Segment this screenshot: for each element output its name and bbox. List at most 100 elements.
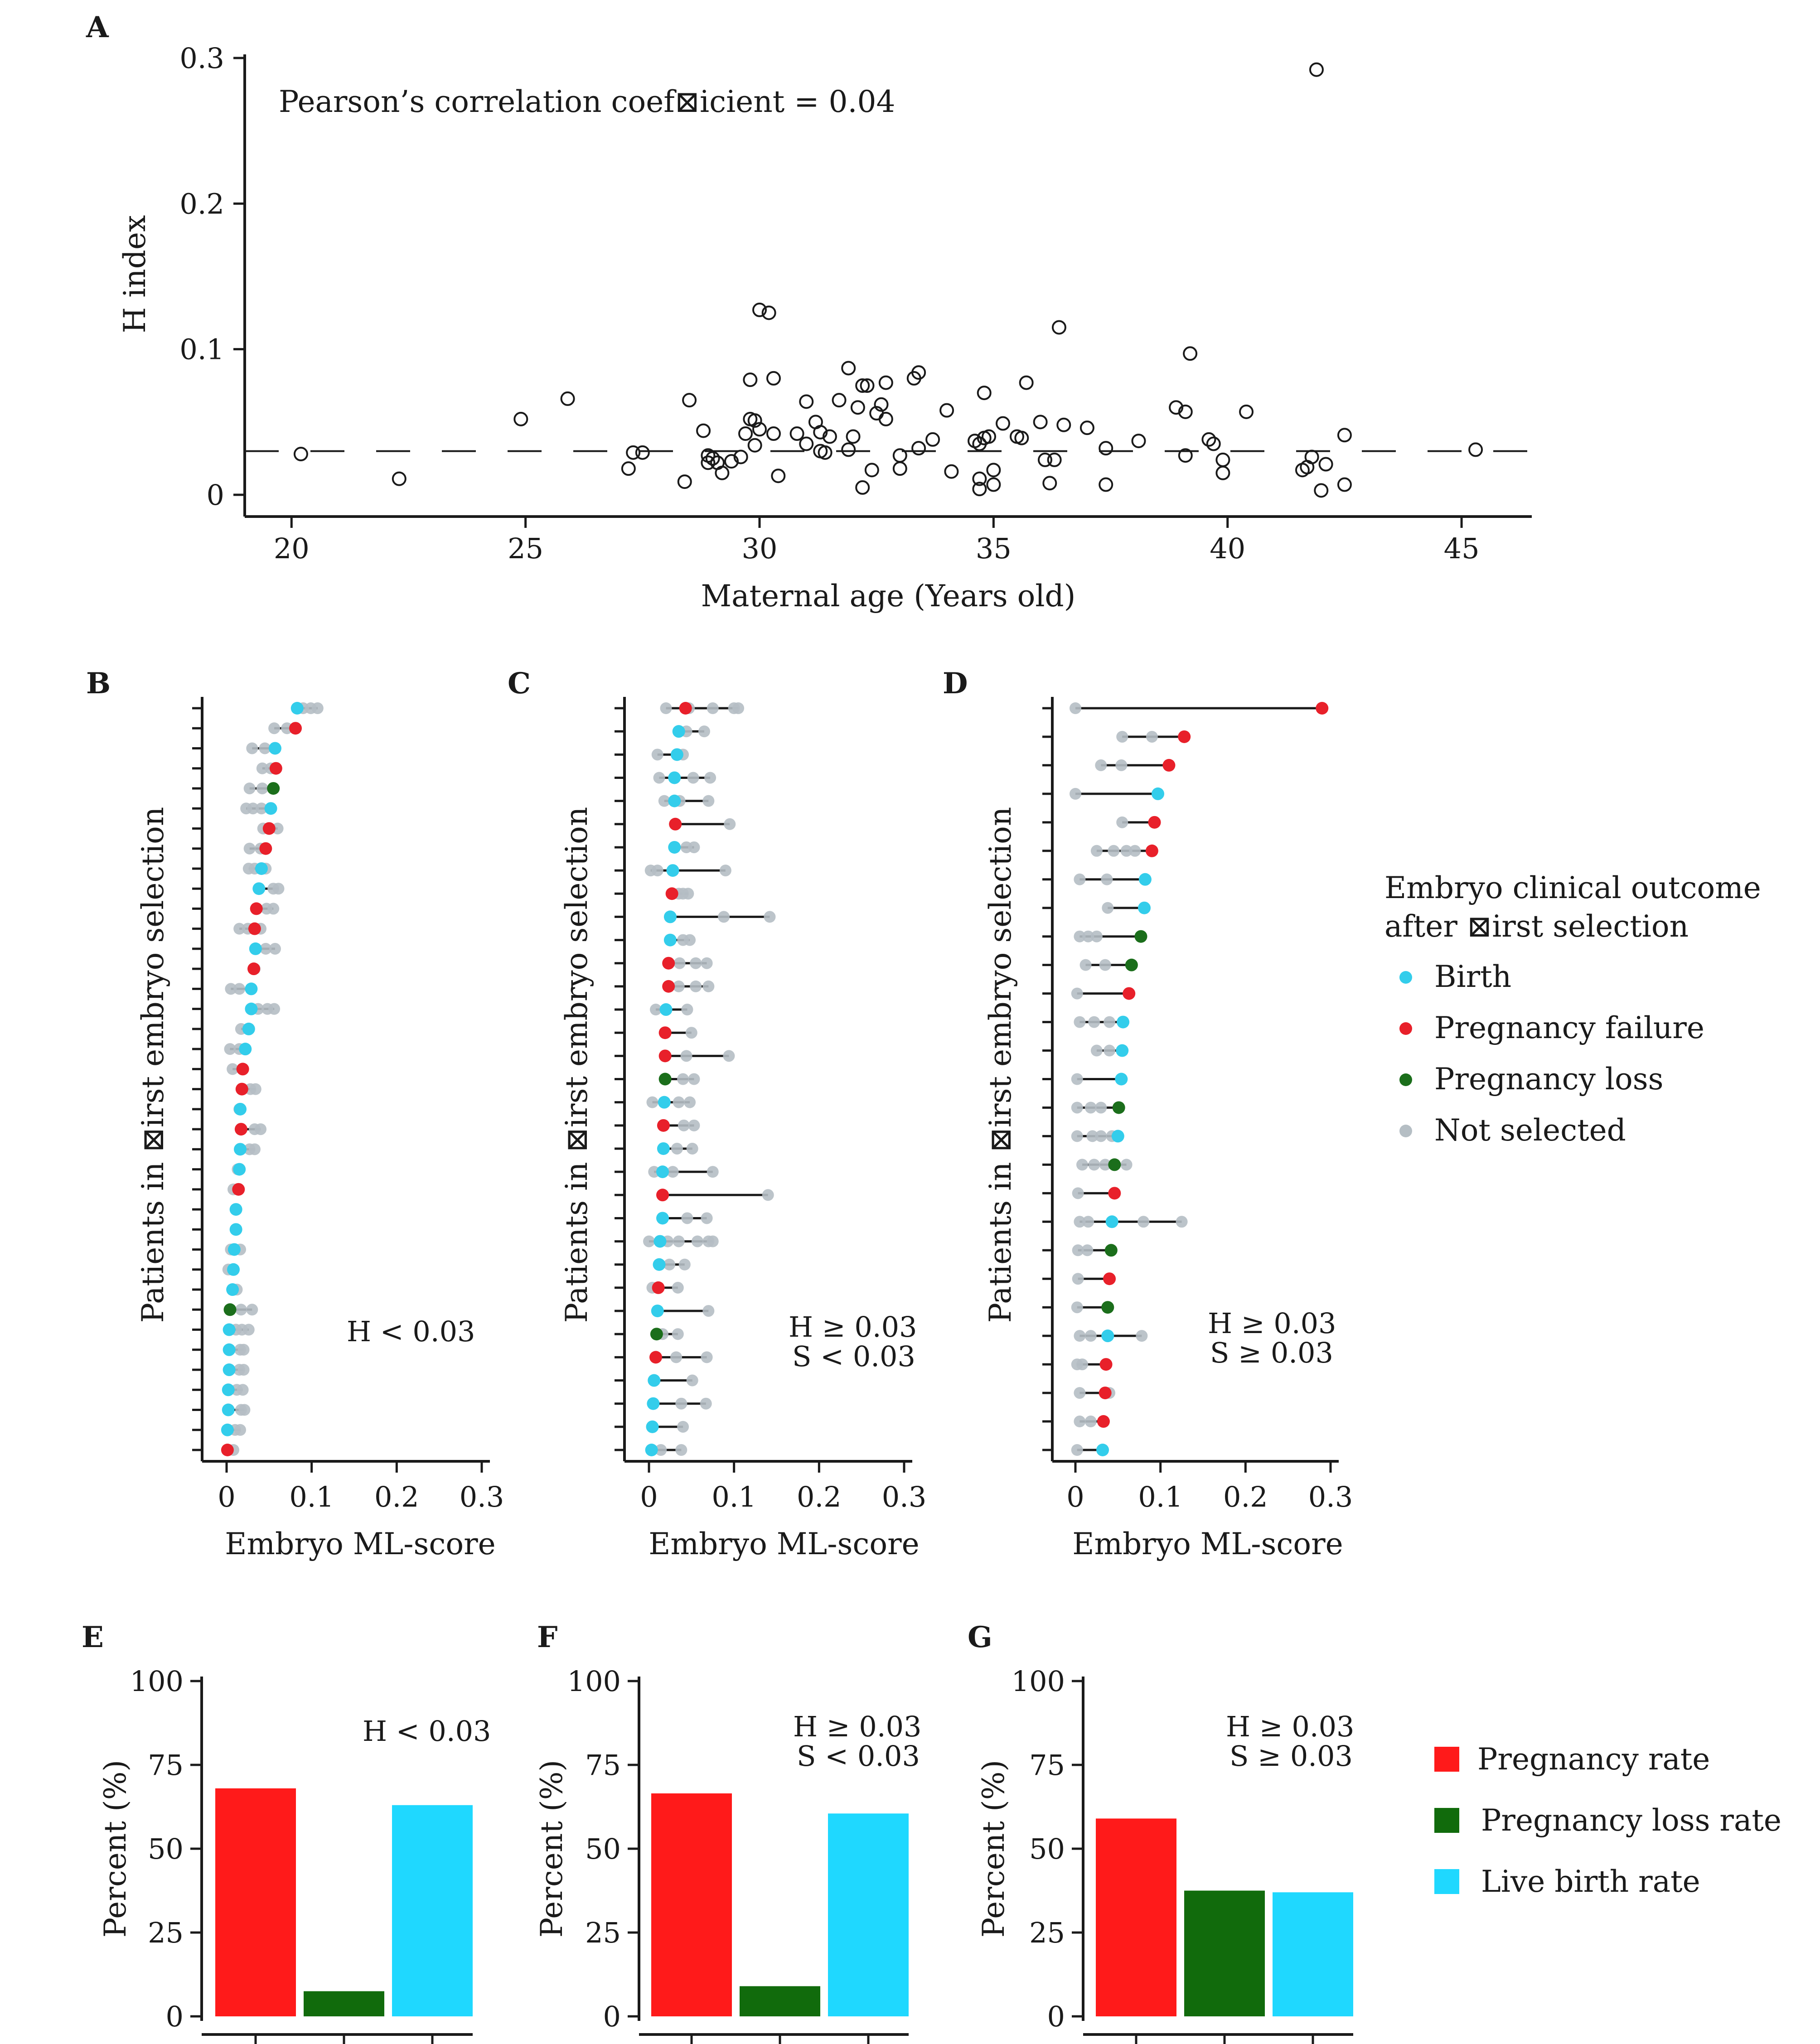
y-tick-label: 75 xyxy=(585,1749,621,1782)
embryo-not-selected-dot xyxy=(227,1063,239,1075)
embryo-not-selected-dot xyxy=(1071,1073,1083,1085)
embryo-not-selected-dot xyxy=(1070,702,1081,714)
embryo-not-selected-dot xyxy=(1071,1130,1083,1142)
embryo-selected-dot-failure xyxy=(657,1119,670,1132)
embryo-selected-dot-failure xyxy=(1145,844,1158,857)
panel-b-dot-range: B Patients in ⊠irst embryo selection Emb… xyxy=(86,667,504,1561)
embryo-selected-dot-loss xyxy=(1134,930,1147,943)
y-tick-label: 100 xyxy=(130,1665,184,1698)
x-tick-label: 20 xyxy=(274,532,310,565)
data-point xyxy=(986,477,1001,492)
legend-label-not-selected: Not selected xyxy=(1434,1113,1626,1148)
embryo-not-selected-dot xyxy=(675,1444,687,1456)
embryo-not-selected-dot xyxy=(311,702,324,714)
embryo-selected-dot-failure xyxy=(1099,1387,1112,1400)
data-point xyxy=(1033,415,1048,430)
embryo-not-selected-dot xyxy=(1082,930,1094,942)
embryo-not-selected-dot xyxy=(249,1083,261,1095)
embryo-selected-dot-loss xyxy=(1101,1301,1114,1314)
embryo-not-selected-dot xyxy=(684,934,696,946)
panel-a-y-label: H index xyxy=(117,215,152,333)
data-point xyxy=(1215,452,1230,467)
data-point xyxy=(1314,483,1329,498)
x-tick-label: 0 xyxy=(640,1480,658,1513)
embryo-not-selected-dot xyxy=(237,1364,250,1376)
data-point xyxy=(1019,375,1034,390)
panel-a-x-label: Maternal age (Years old) xyxy=(701,579,1076,614)
y-tick-label: 0 xyxy=(166,2000,184,2033)
embryo-not-selected-dot xyxy=(1095,759,1107,771)
embryo-not-selected-dot xyxy=(1074,1216,1086,1228)
embryo-selected-dot-birth xyxy=(645,1444,658,1456)
embryo-selected-dot-failure xyxy=(289,722,302,735)
legend-label-failure: Pregnancy failure xyxy=(1434,1010,1704,1045)
embryo-selected-dot-birth xyxy=(1152,787,1165,800)
y-tick-label: 75 xyxy=(1029,1749,1065,1782)
embryo-selected-dot-failure xyxy=(250,902,263,915)
data-point xyxy=(682,393,697,408)
embryo-not-selected-dot xyxy=(681,1004,693,1016)
embryo-not-selected-dot xyxy=(1104,1016,1116,1028)
embryo-not-selected-dot xyxy=(1101,873,1113,885)
embryo-not-selected-dot xyxy=(672,1281,684,1294)
data-point xyxy=(855,480,870,495)
embryo-selected-dot-birth xyxy=(672,725,685,738)
embryo-not-selected-dot xyxy=(1138,1216,1150,1228)
y-tick-label: 100 xyxy=(1012,1665,1065,1698)
embryo-selected-dot-failure xyxy=(1099,1358,1113,1371)
data-point xyxy=(939,403,954,418)
embryo-not-selected-dot xyxy=(673,1235,685,1247)
embryo-not-selected-dot xyxy=(1084,1330,1097,1342)
embryo-not-selected-dot xyxy=(1070,788,1081,800)
legend-swatch-live-birth-rate xyxy=(1434,1869,1459,1894)
x-tick-label: 35 xyxy=(976,532,1012,565)
embryo-selected-dot-birth xyxy=(255,862,268,875)
embryo-selected-dot-failure xyxy=(662,957,675,970)
data-point xyxy=(1201,432,1216,447)
data-point xyxy=(972,471,987,486)
embryo-selected-dot-failure xyxy=(1103,1272,1116,1285)
data-point xyxy=(799,436,814,451)
data-point xyxy=(874,397,889,412)
data-point xyxy=(766,426,781,441)
embryo-selected-dot-birth xyxy=(239,1043,252,1056)
panel-d-dot-range: D Patients in ⊠irst embryo selection Emb… xyxy=(943,667,1353,1561)
panel-label-b: B xyxy=(86,667,111,701)
embryo-not-selected-dot xyxy=(1084,1102,1097,1114)
embryo-not-selected-dot xyxy=(658,795,670,807)
embryo-selected-dot-loss xyxy=(1112,1101,1125,1114)
y-tick-label: 50 xyxy=(1029,1832,1065,1865)
embryo-not-selected-dot xyxy=(673,980,685,992)
data-point xyxy=(1304,449,1319,464)
panel-b-y-label: Patients in ⊠irst embryo selection xyxy=(136,807,170,1323)
embryo-selected-dot-failure xyxy=(221,1444,234,1456)
x-tick-label: 0.1 xyxy=(712,1480,756,1513)
embryo-selected-dot-failure xyxy=(665,887,678,900)
embryo-not-selected-dot xyxy=(690,957,702,969)
data-point xyxy=(925,432,940,447)
embryo-selected-dot-birth xyxy=(657,1142,670,1155)
panel-f-annotation-h: H ≥ 0.03 xyxy=(793,1710,921,1743)
embryo-not-selected-dot xyxy=(1099,959,1111,971)
embryo-selected-dot-birth xyxy=(663,910,677,923)
embryo-not-selected-dot xyxy=(667,1166,679,1178)
embryo-selected-dot-birth xyxy=(229,1223,242,1236)
embryo-selected-dot-birth xyxy=(651,1305,664,1318)
panel-label-a: A xyxy=(86,10,109,44)
embryo-selected-dot-birth xyxy=(1138,901,1151,914)
embryo-not-selected-dot xyxy=(1072,1244,1084,1256)
embryo-selected-dot-birth xyxy=(1101,1329,1114,1343)
embryo-not-selected-dot xyxy=(704,772,716,784)
embryo-not-selected-dot xyxy=(267,903,280,915)
embryo-not-selected-dot xyxy=(701,1351,713,1363)
embryo-not-selected-dot xyxy=(698,725,710,738)
x-tick-label: 0.2 xyxy=(1223,1480,1268,1513)
data-point xyxy=(977,386,992,401)
embryo-not-selected-dot xyxy=(237,1384,249,1396)
bar-pregnancy-rate xyxy=(1096,1818,1176,2016)
y-tick-label: 50 xyxy=(585,1832,621,1865)
data-point xyxy=(986,463,1001,478)
y-tick-label: 0 xyxy=(207,478,224,512)
x-tick-label: 0.3 xyxy=(882,1480,927,1513)
